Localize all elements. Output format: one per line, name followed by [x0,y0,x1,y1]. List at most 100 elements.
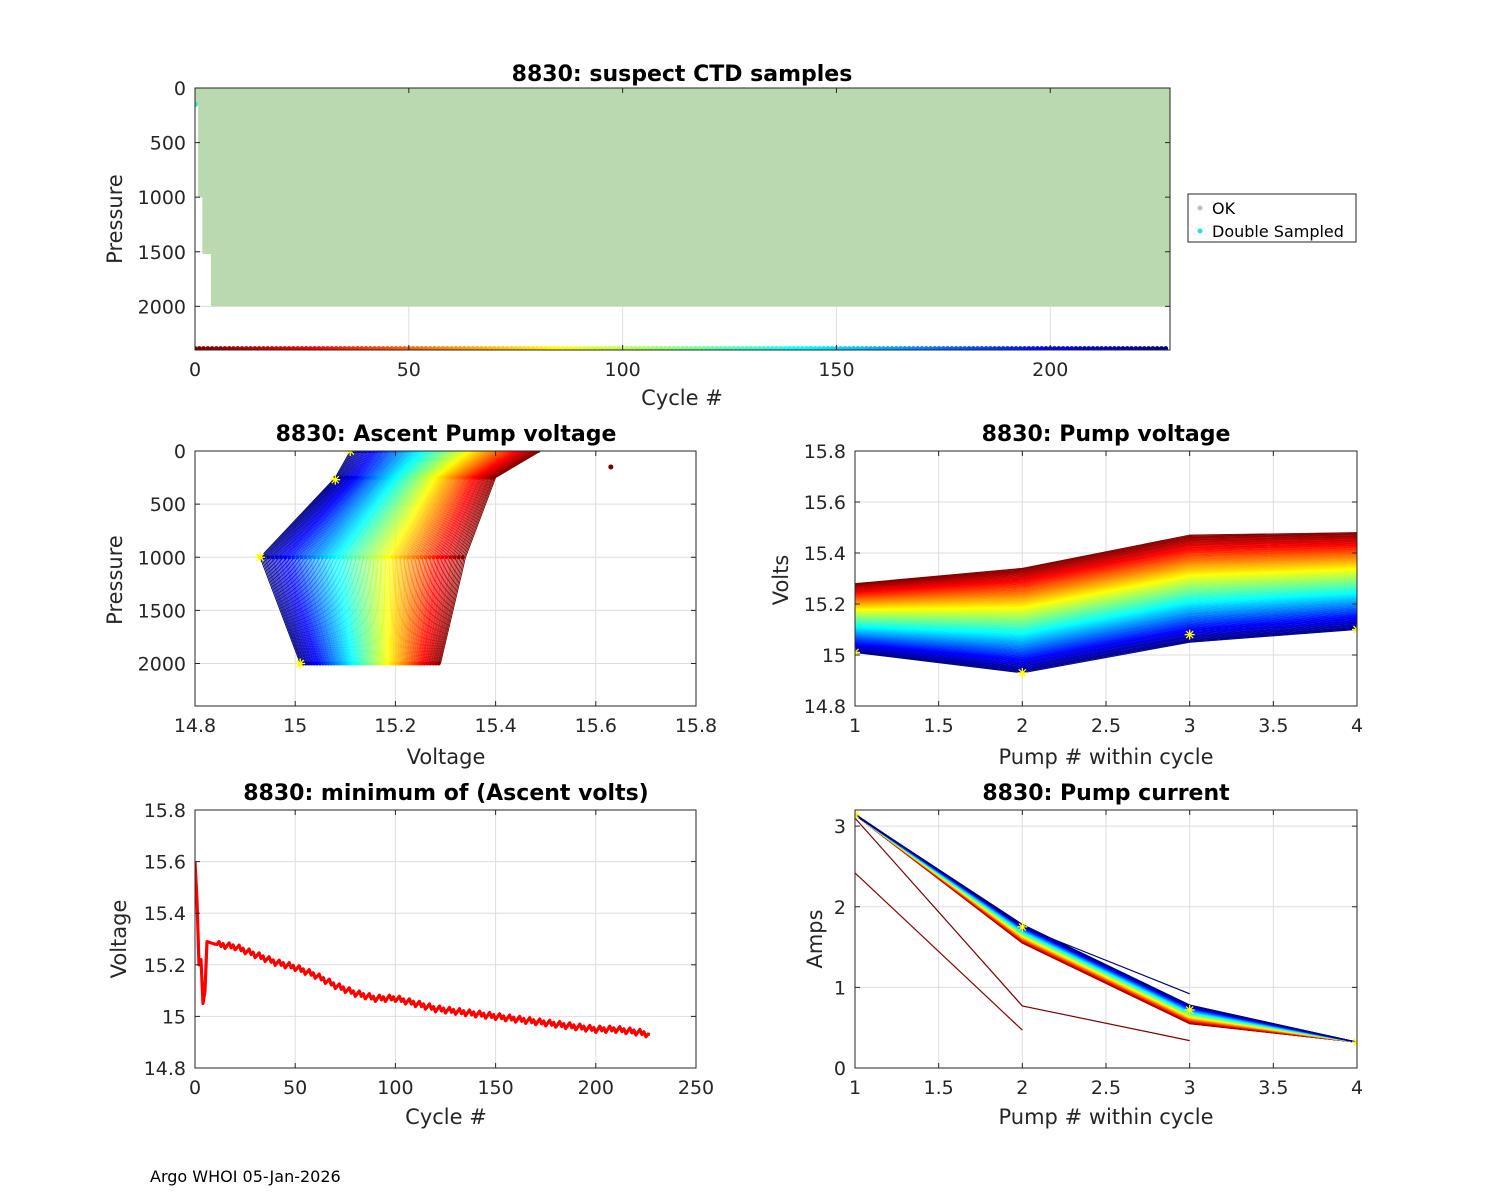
ascent-profile-line [371,451,455,664]
cycle-marker [1073,346,1079,350]
cycle-marker [248,346,253,350]
ascent-profile-line [389,451,472,664]
cycle-marker [611,346,617,350]
y-tick-label: 0 [174,78,186,100]
pump-voltage-line [855,560,1357,605]
pump-voltage-line [855,620,1357,665]
ascent-profile-line [408,451,499,664]
pump-voltage-line [855,594,1357,637]
cycle-marker [243,346,249,350]
cycle-marker [868,346,874,350]
x-axis-label: Pump # within cycle [999,1105,1214,1129]
cycle-marker [436,346,442,350]
cycle-marker [787,346,792,350]
cycle-marker [1064,346,1070,350]
cycle-marker [637,346,643,350]
pump-voltage-line [855,568,1357,610]
cycle-marker [761,346,767,350]
cycle-marker [526,346,531,350]
cycle-marker [1090,346,1096,350]
ascent-profile-line [339,451,425,664]
y-tick-label: 15.8 [144,800,186,822]
cycle-marker [919,346,925,350]
pump-voltage-line [855,582,1357,624]
y-tick-label: 15 [162,1006,186,1028]
cycle-marker [491,346,497,350]
ascent-profile-line [415,451,508,664]
cycle-marker [1056,346,1062,350]
pump-voltage-line [855,621,1357,665]
x-tick-label: 200 [578,1077,614,1099]
cycle-marker [680,346,685,350]
pump-voltage-line [855,617,1357,662]
cycle-marker [633,346,638,350]
pump-voltage-line [855,538,1357,589]
ascent-profile-line [345,451,430,664]
ascent-profile-line [437,451,538,664]
pump-voltage-line [855,604,1357,648]
ascent-profile-line [354,451,439,664]
ascent-profile-line [369,451,453,664]
ascent-sample-point [320,555,325,560]
pump-voltage-line [855,619,1357,664]
ascent-sample-point [266,555,271,560]
pump-voltage-line [855,551,1357,598]
pump-voltage-line [855,537,1357,588]
ascent-sample-point [295,555,300,560]
pump-voltage-line [855,595,1357,637]
y-tick-label: 1500 [138,600,186,622]
pump-voltage-line [855,581,1357,623]
y-tick-label: 15 [822,645,846,667]
cycle-marker [350,346,356,350]
cycle-marker [598,346,604,350]
cycle-marker [235,346,241,350]
pump-voltage-line [855,609,1357,653]
cycle-marker [658,346,664,350]
ascent-profile-line [265,451,356,664]
cycle-marker [590,346,596,350]
ascent-profile-line [318,451,406,664]
chart-minimum-ascent-volts: 0 50 100 150 200 250 14.8 15 15.2 15.4 15.6 15.8 88… [107,781,714,1129]
cycle-marker [1052,346,1057,350]
pump-voltage-line [855,565,1357,608]
cycle-marker [1099,346,1104,350]
ascent-profile-line [399,451,486,664]
ascent-profile-line [430,451,529,664]
y-tick-label: 1000 [138,187,186,209]
ascent-profile-line [280,451,370,664]
pump-voltage-line [855,539,1357,590]
ascent-profile-line [296,451,386,664]
x-tick-label: 3.5 [1258,1077,1288,1099]
ascent-profile-line [338,451,424,664]
y-tick-label: 15.2 [144,955,186,977]
pump-voltage-line [855,566,1357,609]
pump-voltage-line [855,549,1357,597]
ascent-sample-point [344,555,349,560]
cycle-marker [355,346,360,350]
y-tick-label: 15.8 [804,441,846,463]
ascent-profile-line [433,451,532,664]
ascent-profile-line [358,451,443,664]
pump-voltage-line [855,567,1357,610]
ascent-sample-point [291,555,296,560]
x-tick-label: 1 [849,715,861,737]
pump-voltage-line [855,578,1357,619]
cycle-marker [393,346,399,350]
y-axis-label: Volts [769,555,793,606]
axes-box [194,809,697,1069]
cycle-marker [453,346,459,350]
cycle-marker [1133,346,1139,350]
x-tick-label: 50 [397,359,421,381]
ascent-profile-line [281,451,372,664]
cycle-marker [615,346,621,350]
cycle-marker [902,346,908,350]
cycle-marker [846,346,852,350]
pump-voltage-line [855,624,1357,669]
x-tick-label: 1.5 [924,715,954,737]
cycle-marker [226,346,232,350]
pump-voltage-line [855,572,1357,613]
cycle-marker [1094,346,1100,350]
pump-voltage-line [855,586,1357,627]
pump-voltage-line [855,610,1357,653]
ascent-profile-line [346,451,432,664]
